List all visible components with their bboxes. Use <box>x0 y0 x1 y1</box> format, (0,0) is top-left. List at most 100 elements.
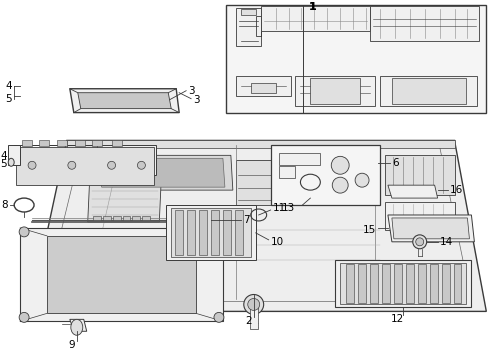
Polygon shape <box>382 264 390 303</box>
Polygon shape <box>251 83 275 93</box>
Polygon shape <box>223 210 231 255</box>
Polygon shape <box>122 216 130 220</box>
Ellipse shape <box>248 298 260 310</box>
Text: 1: 1 <box>308 2 316 12</box>
Ellipse shape <box>355 173 369 187</box>
Polygon shape <box>171 208 251 257</box>
Polygon shape <box>441 264 449 303</box>
Ellipse shape <box>19 312 29 322</box>
Polygon shape <box>175 210 183 255</box>
Polygon shape <box>236 160 300 205</box>
Text: 9: 9 <box>69 340 75 350</box>
Ellipse shape <box>108 161 116 169</box>
Text: 16: 16 <box>449 185 463 195</box>
Polygon shape <box>385 155 455 195</box>
Bar <box>270 145 380 205</box>
Text: 7: 7 <box>243 215 249 225</box>
Polygon shape <box>406 264 414 303</box>
Text: 5: 5 <box>5 94 12 104</box>
Polygon shape <box>112 140 122 147</box>
Polygon shape <box>132 216 141 220</box>
Polygon shape <box>454 264 462 303</box>
Polygon shape <box>394 264 402 303</box>
Ellipse shape <box>244 294 264 314</box>
Ellipse shape <box>214 312 224 322</box>
Polygon shape <box>166 205 256 260</box>
Polygon shape <box>279 166 295 178</box>
Polygon shape <box>236 8 261 46</box>
Polygon shape <box>92 155 233 190</box>
Text: 13: 13 <box>282 203 295 213</box>
Text: 4: 4 <box>0 151 7 161</box>
Polygon shape <box>370 264 378 303</box>
Polygon shape <box>211 210 219 255</box>
Polygon shape <box>102 216 111 220</box>
Polygon shape <box>143 216 150 220</box>
Ellipse shape <box>332 177 348 193</box>
Bar <box>250 307 258 329</box>
Polygon shape <box>235 210 243 255</box>
Polygon shape <box>295 76 375 105</box>
Ellipse shape <box>413 235 427 249</box>
Polygon shape <box>67 140 455 148</box>
Text: 5: 5 <box>0 159 7 169</box>
Text: 6: 6 <box>392 158 398 168</box>
Polygon shape <box>47 236 196 314</box>
Ellipse shape <box>331 156 349 174</box>
Ellipse shape <box>71 319 83 335</box>
Ellipse shape <box>416 238 424 246</box>
Polygon shape <box>310 78 360 104</box>
Bar <box>226 5 486 113</box>
Text: 1: 1 <box>308 2 316 12</box>
Polygon shape <box>418 264 426 303</box>
Polygon shape <box>358 264 366 303</box>
Text: 14: 14 <box>440 237 453 247</box>
Polygon shape <box>39 140 49 147</box>
Polygon shape <box>16 147 154 185</box>
Ellipse shape <box>68 161 76 169</box>
Ellipse shape <box>137 161 146 169</box>
Text: 15: 15 <box>363 225 376 235</box>
Ellipse shape <box>8 158 14 166</box>
Polygon shape <box>346 264 354 303</box>
Polygon shape <box>92 140 101 147</box>
Polygon shape <box>380 76 477 105</box>
Polygon shape <box>340 263 466 305</box>
Polygon shape <box>78 93 171 109</box>
Polygon shape <box>113 216 121 220</box>
Polygon shape <box>370 6 479 41</box>
Text: 12: 12 <box>391 314 404 324</box>
Polygon shape <box>236 76 291 96</box>
Polygon shape <box>75 140 85 147</box>
Text: 2: 2 <box>245 316 252 326</box>
Polygon shape <box>261 6 370 31</box>
Bar <box>8 145 20 165</box>
Polygon shape <box>392 218 469 239</box>
Polygon shape <box>385 202 455 230</box>
Text: 8: 8 <box>1 200 8 210</box>
Polygon shape <box>70 89 179 113</box>
Polygon shape <box>99 158 225 187</box>
Polygon shape <box>335 260 471 307</box>
Polygon shape <box>14 145 156 175</box>
Text: 11: 11 <box>272 203 286 213</box>
Text: 3: 3 <box>188 86 195 96</box>
Polygon shape <box>88 178 161 222</box>
Polygon shape <box>279 153 320 165</box>
Ellipse shape <box>214 227 224 237</box>
Ellipse shape <box>28 161 36 169</box>
Polygon shape <box>20 228 223 321</box>
Polygon shape <box>430 264 438 303</box>
Polygon shape <box>241 9 256 15</box>
Polygon shape <box>70 319 87 331</box>
Polygon shape <box>388 185 438 198</box>
Polygon shape <box>199 210 207 255</box>
Polygon shape <box>392 78 466 104</box>
Polygon shape <box>22 140 32 147</box>
Polygon shape <box>57 140 67 147</box>
Text: 3: 3 <box>193 95 200 105</box>
Polygon shape <box>187 210 195 255</box>
Text: 10: 10 <box>270 237 284 247</box>
Ellipse shape <box>19 227 29 237</box>
Polygon shape <box>30 140 486 311</box>
